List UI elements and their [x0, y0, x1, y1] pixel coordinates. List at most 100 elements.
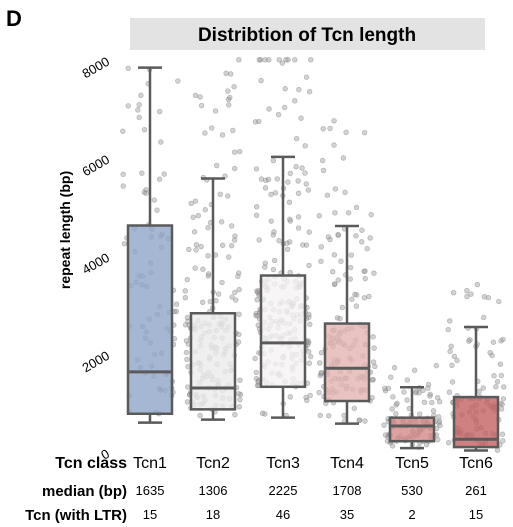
ltr-cell: 35	[339, 507, 355, 522]
class-cell: Tcn1	[133, 455, 167, 472]
data-point	[236, 57, 242, 63]
ltr-row: Tcn (with LTR) 15 18 46 35 2 15	[0, 507, 513, 527]
data-point	[331, 252, 338, 258]
chart-title: Distribtion of Tcn length	[198, 25, 416, 46]
data-point	[121, 241, 128, 247]
data-point	[185, 363, 191, 370]
data-point	[327, 236, 333, 243]
data-point	[136, 114, 142, 121]
data-point	[186, 246, 192, 253]
data-point	[120, 128, 126, 134]
data-point	[370, 359, 377, 365]
median-row: median (bp) 1635 1306 2225 1708 530 261	[0, 483, 513, 503]
data-point	[335, 277, 341, 283]
data-point	[306, 314, 312, 320]
data-point	[359, 227, 365, 233]
data-point	[304, 397, 310, 404]
data-point	[306, 262, 312, 269]
data-point	[205, 273, 212, 279]
data-point	[445, 439, 452, 446]
data-point	[325, 234, 332, 240]
data-point	[236, 331, 242, 338]
ltr-cell: 15	[142, 507, 158, 522]
data-point	[287, 170, 293, 177]
data-point	[265, 176, 272, 183]
data-point	[266, 57, 272, 63]
data-point	[448, 343, 454, 350]
data-point	[391, 364, 398, 371]
data-point	[262, 185, 269, 191]
data-point	[158, 139, 164, 145]
data-point	[193, 247, 199, 253]
y-tick-label: 6000	[79, 152, 112, 179]
data-point	[226, 102, 232, 108]
panel-letter: D	[6, 6, 22, 31]
data-point	[436, 414, 442, 420]
data-point	[468, 291, 474, 297]
data-point	[154, 207, 160, 213]
data-point	[445, 327, 451, 333]
data-point	[369, 377, 376, 383]
data-point	[498, 372, 505, 379]
data-point	[320, 126, 326, 132]
box-tcn3	[259, 155, 307, 419]
data-point	[219, 132, 226, 138]
data-point	[464, 287, 470, 294]
data-point	[381, 422, 387, 428]
data-point	[284, 246, 291, 253]
data-point	[302, 143, 308, 149]
data-point	[367, 235, 373, 241]
data-point	[490, 339, 497, 345]
data-point	[237, 377, 243, 383]
box-tcn6	[452, 325, 500, 452]
data-point	[236, 404, 242, 410]
data-point	[192, 265, 198, 271]
data-point	[279, 60, 286, 66]
data-point	[225, 88, 231, 94]
data-point	[308, 57, 314, 63]
data-point	[404, 397, 410, 403]
data-point	[217, 191, 223, 198]
data-point	[489, 352, 495, 359]
data-point	[199, 299, 206, 305]
data-point	[308, 353, 314, 360]
data-point	[191, 229, 198, 235]
data-point	[205, 253, 211, 259]
data-point	[339, 304, 346, 311]
data-point	[318, 244, 324, 250]
median-row-label: median (bp)	[42, 483, 127, 500]
data-point	[331, 142, 337, 148]
data-point	[494, 379, 501, 385]
data-point	[446, 389, 453, 395]
data-point	[296, 86, 302, 93]
data-point	[450, 289, 457, 296]
data-point	[256, 57, 263, 63]
data-point	[351, 405, 358, 412]
data-point	[228, 242, 235, 249]
data-point	[281, 104, 288, 111]
data-point	[306, 88, 313, 95]
data-point	[151, 197, 158, 203]
data-point	[303, 181, 309, 187]
data-point	[253, 212, 260, 218]
data-point	[193, 242, 200, 248]
data-point	[353, 303, 360, 309]
data-point	[436, 418, 443, 424]
data-point	[274, 176, 280, 182]
y-tick-label: 2000	[79, 348, 112, 375]
class-cell: Tcn5	[395, 455, 429, 472]
data-point	[388, 374, 394, 380]
data-point	[319, 157, 326, 164]
data-point	[480, 385, 486, 391]
data-point	[202, 130, 208, 136]
data-point	[286, 199, 293, 206]
data-point	[413, 390, 419, 396]
data-point	[138, 92, 144, 99]
data-point	[372, 363, 378, 370]
data-point	[254, 296, 260, 303]
data-point	[337, 316, 343, 322]
data-point	[404, 377, 411, 383]
data-point	[262, 264, 268, 270]
data-point	[306, 311, 312, 318]
data-point	[259, 410, 266, 416]
